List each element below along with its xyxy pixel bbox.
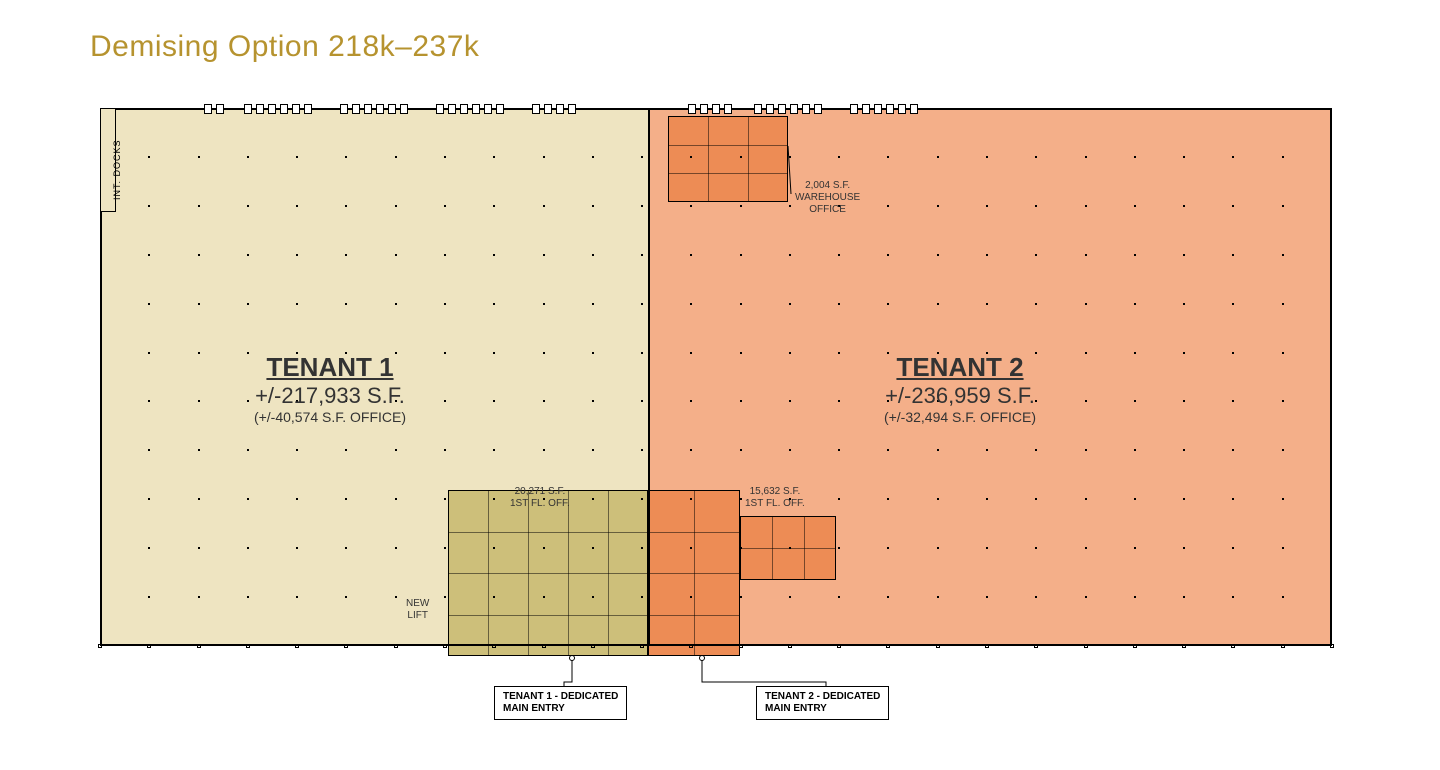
warehouse-office-label: 2,004 S.F. WAREHOUSE OFFICE (795, 180, 860, 216)
tenant1-name: TENANT 1 (200, 352, 460, 383)
detail-line (740, 548, 836, 549)
page-title: Demising Option 218k–237k (90, 30, 479, 64)
tenant1-firstfloor-label: 20,271 S.F. 1ST FL. OFF. (510, 486, 570, 510)
detail-line (608, 490, 609, 656)
tenant2-sf: +/-236,959 S.F. (830, 383, 1090, 409)
t1-firstfloor-l2: 1ST FL. OFF. (510, 498, 570, 510)
warehouse-office-l3: OFFICE (795, 204, 860, 216)
detail-line (448, 615, 648, 616)
detail-line (448, 573, 648, 574)
detail-line (448, 532, 648, 533)
warehouse-office-sf: 2,004 S.F. (795, 180, 860, 192)
detail-line (748, 116, 749, 202)
tenant2-entry-l1: TENANT 2 - DEDICATED (765, 691, 880, 703)
tenant1-entry-l2: MAIN ENTRY (503, 703, 618, 715)
tenant2-entry-callout: TENANT 2 - DEDICATED MAIN ENTRY (756, 686, 889, 720)
tenant2-office-sf: (+/-32,494 S.F. OFFICE) (830, 409, 1090, 425)
detail-line (694, 490, 695, 656)
new-lift-l2: LIFT (406, 610, 429, 622)
tenant1-entry-callout: TENANT 1 - DEDICATED MAIN ENTRY (494, 686, 627, 720)
t2-firstfloor-sf: 15,632 S.F. (745, 486, 805, 498)
t2-firstfloor-l2: 1ST FL. OFF. (745, 498, 805, 510)
leader-line (702, 658, 826, 686)
tenant2-name: TENANT 2 (830, 352, 1090, 383)
tenant1-sf: +/-217,933 S.F. (200, 383, 460, 409)
detail-line (804, 516, 805, 580)
new-lift-l1: NEW (406, 598, 429, 610)
tenant2-entry-l2: MAIN ENTRY (765, 703, 880, 715)
new-lift-label: NEW LIFT (406, 598, 429, 622)
detail-line (708, 116, 709, 202)
int-docks-label: INT. DOCKS (112, 139, 122, 200)
detail-line (668, 173, 788, 174)
tenant1-office-sf: (+/-40,574 S.F. OFFICE) (200, 409, 460, 425)
detail-line (528, 490, 529, 656)
detail-line (668, 145, 788, 146)
page: Demising Option 218k–237k INT. DOCKS TEN… (0, 0, 1440, 770)
tenant1-entry-l1: TENANT 1 - DEDICATED (503, 691, 618, 703)
tenant1-label: TENANT 1 +/-217,933 S.F. (+/-40,574 S.F.… (200, 352, 460, 425)
leader-line (564, 658, 572, 686)
tenant2-label: TENANT 2 +/-236,959 S.F. (+/-32,494 S.F.… (830, 352, 1090, 425)
detail-line (772, 516, 773, 580)
tenant2-firstfloor-label: 15,632 S.F. 1ST FL. OFF. (745, 486, 805, 510)
warehouse-office-l2: WAREHOUSE (795, 192, 860, 204)
t1-firstfloor-sf: 20,271 S.F. (510, 486, 570, 498)
detail-line (488, 490, 489, 656)
tenant2-entry-pointer (699, 655, 705, 661)
detail-line (568, 490, 569, 656)
tenant1-entry-pointer (569, 655, 575, 661)
